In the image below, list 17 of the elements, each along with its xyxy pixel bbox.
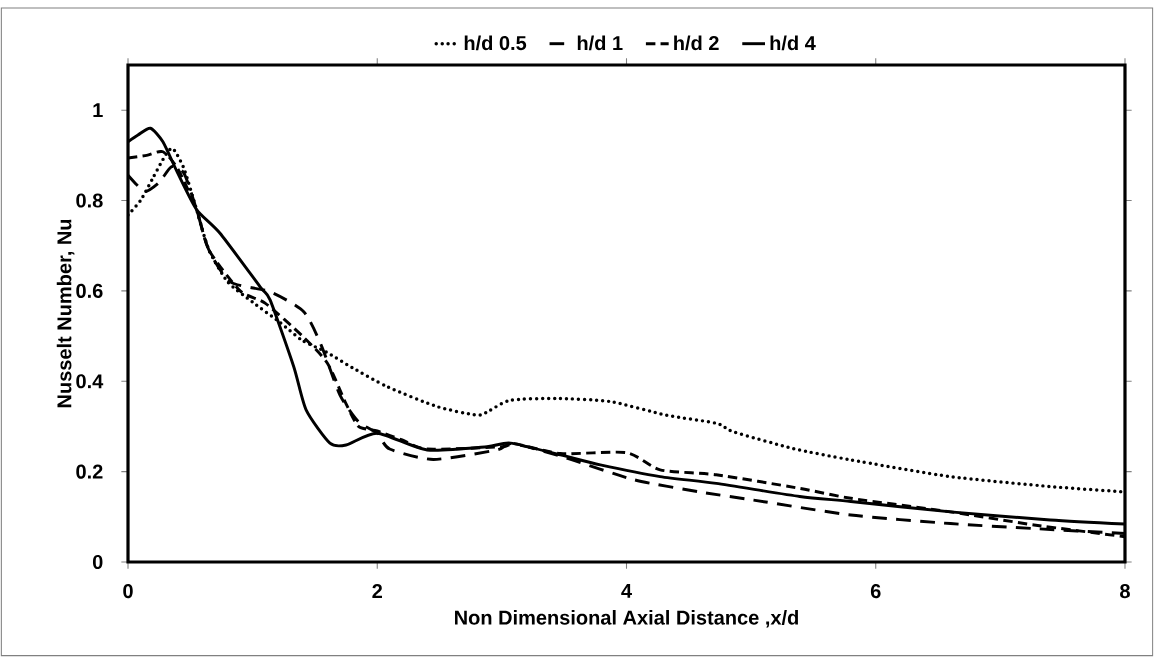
- y-tick-label: 0.8: [76, 193, 103, 208]
- y-tick-label: 0.6: [76, 283, 103, 298]
- x-tick-label: 4: [621, 584, 632, 598]
- legend-label: h/d 1: [577, 35, 623, 51]
- legend-label: h/d 4: [770, 35, 816, 51]
- x-tick-label: 6: [870, 584, 881, 599]
- x-tick-label: 8: [1120, 584, 1130, 599]
- y-tick-label: 1: [93, 103, 103, 118]
- y-tick-label: 0.2: [76, 464, 103, 479]
- legend-label: h/d 0.5: [464, 35, 527, 51]
- y-tick-label: 0: [92, 554, 103, 570]
- legend-label: h/d 2: [674, 35, 719, 51]
- x-tick-label: 2: [372, 584, 382, 598]
- y-axis-title: Nusselt Number, Nu: [56, 219, 75, 408]
- x-axis-title: Non Dimensional Axial Distance ,x/d: [455, 610, 798, 628]
- y-tick-label: 0.4: [76, 374, 104, 389]
- x-tick-label: 0: [123, 584, 133, 599]
